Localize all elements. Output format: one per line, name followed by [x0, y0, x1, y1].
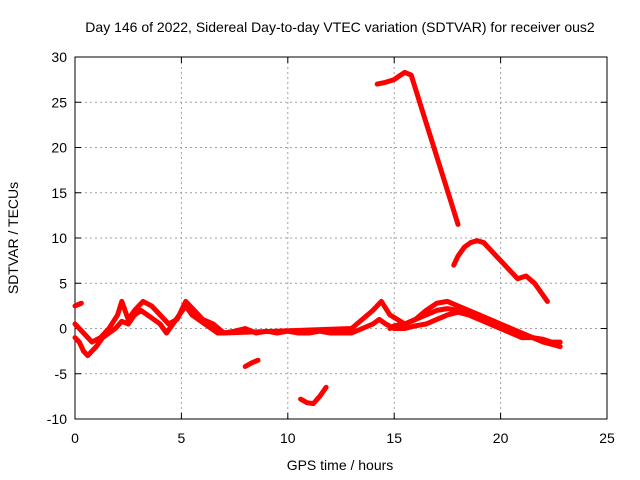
x-axis-ticks: 0 5 10 15 20 25 [71, 57, 615, 446]
y-axis-ticks: -10 -5 0 5 10 15 20 25 30 [47, 49, 607, 427]
x-tick-label: 5 [178, 430, 186, 446]
grid [75, 57, 607, 419]
series-line-segment-8 [451, 238, 550, 304]
x-tick-label: 20 [493, 430, 509, 446]
y-tick-label: -5 [55, 366, 68, 382]
series-line-segment-7 [374, 69, 461, 227]
y-tick-label: 20 [51, 140, 67, 156]
x-tick-label: 0 [71, 430, 79, 446]
y-tick-label: 15 [51, 185, 67, 201]
data-series [72, 69, 563, 407]
y-tick-label: 30 [51, 49, 67, 65]
y-tick-label: 5 [59, 275, 67, 291]
series-line-segment-2 [72, 298, 525, 345]
series-line-segment-3 [387, 306, 563, 345]
y-tick-label: 10 [51, 230, 67, 246]
x-tick-label: 15 [386, 430, 402, 446]
y-tick-label: -10 [47, 411, 67, 427]
y-axis-label: SDTVAR / TECUs [5, 182, 21, 294]
x-tick-label: 25 [599, 430, 615, 446]
x-axis-label: GPS time / hours [287, 457, 394, 473]
chart-title: Day 146 of 2022, Sidereal Day-to-day VTE… [85, 19, 595, 35]
y-tick-label: 0 [59, 321, 67, 337]
series-line-segment-6 [298, 384, 329, 407]
series-line-segment-5 [242, 357, 261, 369]
x-tick-label: 10 [280, 430, 296, 446]
y-tick-label: 25 [51, 94, 67, 110]
series-line-segment-4 [72, 300, 84, 309]
